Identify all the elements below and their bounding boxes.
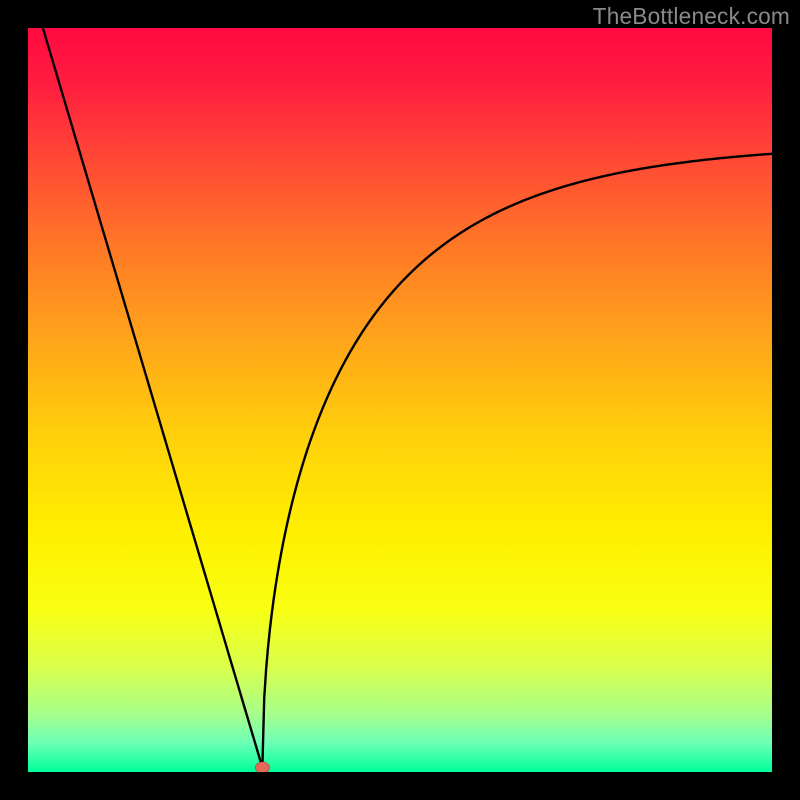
chart-frame: TheBottleneck.com xyxy=(0,0,800,800)
gradient-background xyxy=(28,28,772,772)
plot-area xyxy=(28,28,772,772)
gradient-chart-svg xyxy=(28,28,772,772)
watermark-label: TheBottleneck.com xyxy=(593,3,790,30)
minimum-marker xyxy=(255,762,269,772)
